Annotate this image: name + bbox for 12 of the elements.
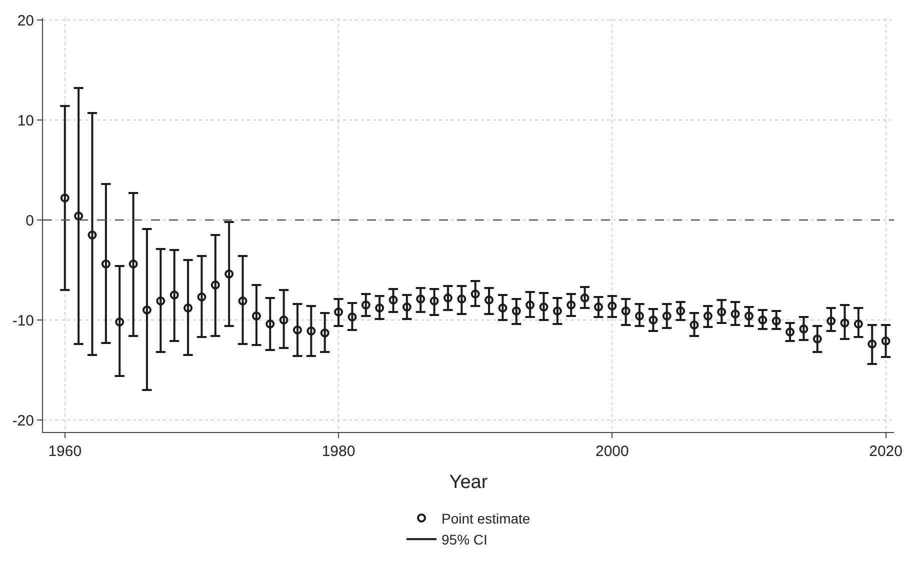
y-tick-label: -20 [12, 412, 34, 430]
x-tick-label: 1960 [48, 443, 82, 460]
text: 95% CI [442, 532, 488, 548]
x-tick-label: 1980 [322, 443, 356, 460]
legend-label: Point estimate [442, 510, 530, 526]
y-tick-label: 20 [17, 12, 34, 30]
x-tick-label: 2020 [869, 443, 902, 460]
y-tick-label: -10 [12, 312, 34, 330]
y-tick-label: 10 [17, 112, 34, 130]
y-tick-label: 0 [26, 212, 34, 230]
x-axis-title: Year [449, 472, 488, 493]
x-tick-label: 2000 [595, 443, 629, 460]
